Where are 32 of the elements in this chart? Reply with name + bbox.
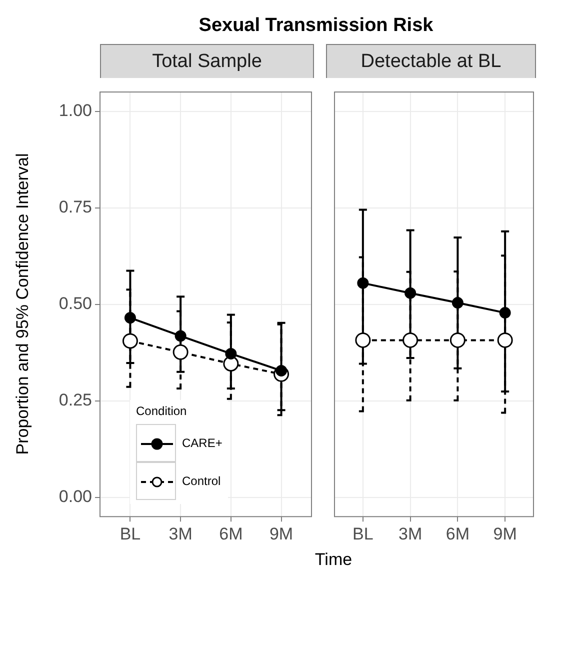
point — [497, 332, 513, 348]
x-tick-label: 3M — [168, 524, 192, 544]
point — [355, 332, 371, 348]
x-tick-label: 9M — [269, 524, 294, 544]
y-axis-title: Proportion and 95% Confidence Interval — [13, 153, 33, 455]
y-tick-label: 0.75 — [58, 197, 92, 216]
x-tick-label: BL — [352, 524, 374, 544]
point — [174, 330, 186, 342]
x-tick-label: 6M — [446, 524, 470, 544]
x-tick-label: 3M — [398, 524, 422, 544]
y-tick-label: 0.00 — [58, 486, 92, 506]
point — [404, 287, 416, 299]
legend-label: Control — [182, 474, 221, 488]
chart-title: Sexual Transmission Risk — [198, 14, 434, 38]
point — [225, 348, 237, 360]
x-axis-title: Time — [314, 550, 354, 570]
y-tick-label: 0.50 — [58, 294, 92, 313]
legend-label: CARE+ — [182, 436, 222, 450]
point — [357, 277, 369, 289]
y-tick-label: 1.00 — [58, 100, 92, 120]
x-tick-label: 9M — [493, 524, 517, 544]
point — [402, 332, 418, 348]
x-tick-label: 6M — [219, 524, 243, 544]
point — [499, 307, 511, 319]
point — [122, 333, 138, 349]
legend-title: Condition — [136, 404, 188, 418]
point — [452, 297, 464, 309]
point — [124, 312, 136, 324]
y-tick-label: 0.25 — [58, 390, 92, 410]
point — [450, 332, 466, 348]
point — [172, 344, 188, 360]
x-tick-label: BL — [120, 524, 141, 544]
